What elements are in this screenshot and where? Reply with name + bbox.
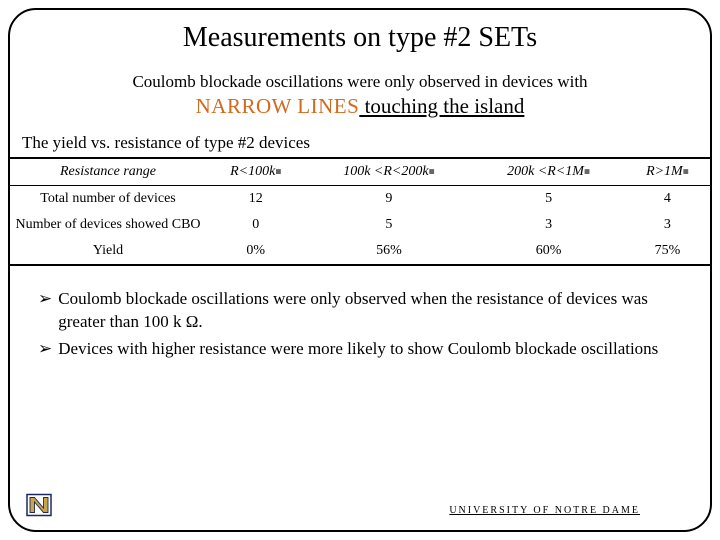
bullet-list: ➢ Coulomb blockade oscillations were onl… [38,288,682,361]
table-row: Number of devices showed CBO 0 5 3 3 [10,212,710,238]
bullet-arrow-icon: ➢ [38,338,52,361]
cell: 0% [206,238,305,265]
row-label: Yield [10,238,206,265]
header-col1: R<100k■ [206,158,305,186]
subtitle-line1: Coulomb blockade oscillations were only … [30,72,690,92]
table-row: Total number of devices 12 9 5 4 [10,186,710,213]
bullet-text: Coulomb blockade oscillations were only … [58,288,682,334]
cell: 3 [472,212,625,238]
row-label: Total number of devices [10,186,206,213]
touching-text: touching the island [359,94,524,118]
row-label: Number of devices showed CBO [10,212,206,238]
cell: 12 [206,186,305,213]
table-header-row: Resistance range R<100k■ 100k <R<200k■ 2… [10,158,710,186]
slide-frame: Measurements on type #2 SETs Coulomb blo… [8,8,712,532]
cell: 3 [625,212,710,238]
bullet-arrow-icon: ➢ [38,288,52,311]
cell: 0 [206,212,305,238]
bullet-item: ➢ Devices with higher resistance were mo… [38,338,682,361]
cell: 5 [472,186,625,213]
narrow-lines-text: NARROW LINES [196,94,360,118]
cell: 4 [625,186,710,213]
cell: 75% [625,238,710,265]
table-row: Yield 0% 56% 60% 75% [10,238,710,265]
notre-dame-logo-icon [24,490,54,520]
cell: 60% [472,238,625,265]
header-col2: 100k <R<200k■ [305,158,472,186]
bullet-item: ➢ Coulomb blockade oscillations were onl… [38,288,682,334]
header-col3: 200k <R<1M■ [472,158,625,186]
header-resistance-range: Resistance range [10,158,206,186]
slide-title: Measurements on type #2 SETs [10,22,710,54]
bullet-text: Devices with higher resistance were more… [58,338,658,361]
cell: 9 [305,186,472,213]
table-caption: The yield vs. resistance of type #2 devi… [22,133,710,153]
footer-university: UNIVERSITY OF NOTRE DAME [449,505,640,516]
cell: 5 [305,212,472,238]
cell: 56% [305,238,472,265]
yield-table: Resistance range R<100k■ 100k <R<200k■ 2… [10,157,710,266]
subtitle-line2: NARROW LINES touching the island [30,94,690,119]
subtitle-block: Coulomb blockade oscillations were only … [30,72,690,119]
header-col4: R>1M■ [625,158,710,186]
